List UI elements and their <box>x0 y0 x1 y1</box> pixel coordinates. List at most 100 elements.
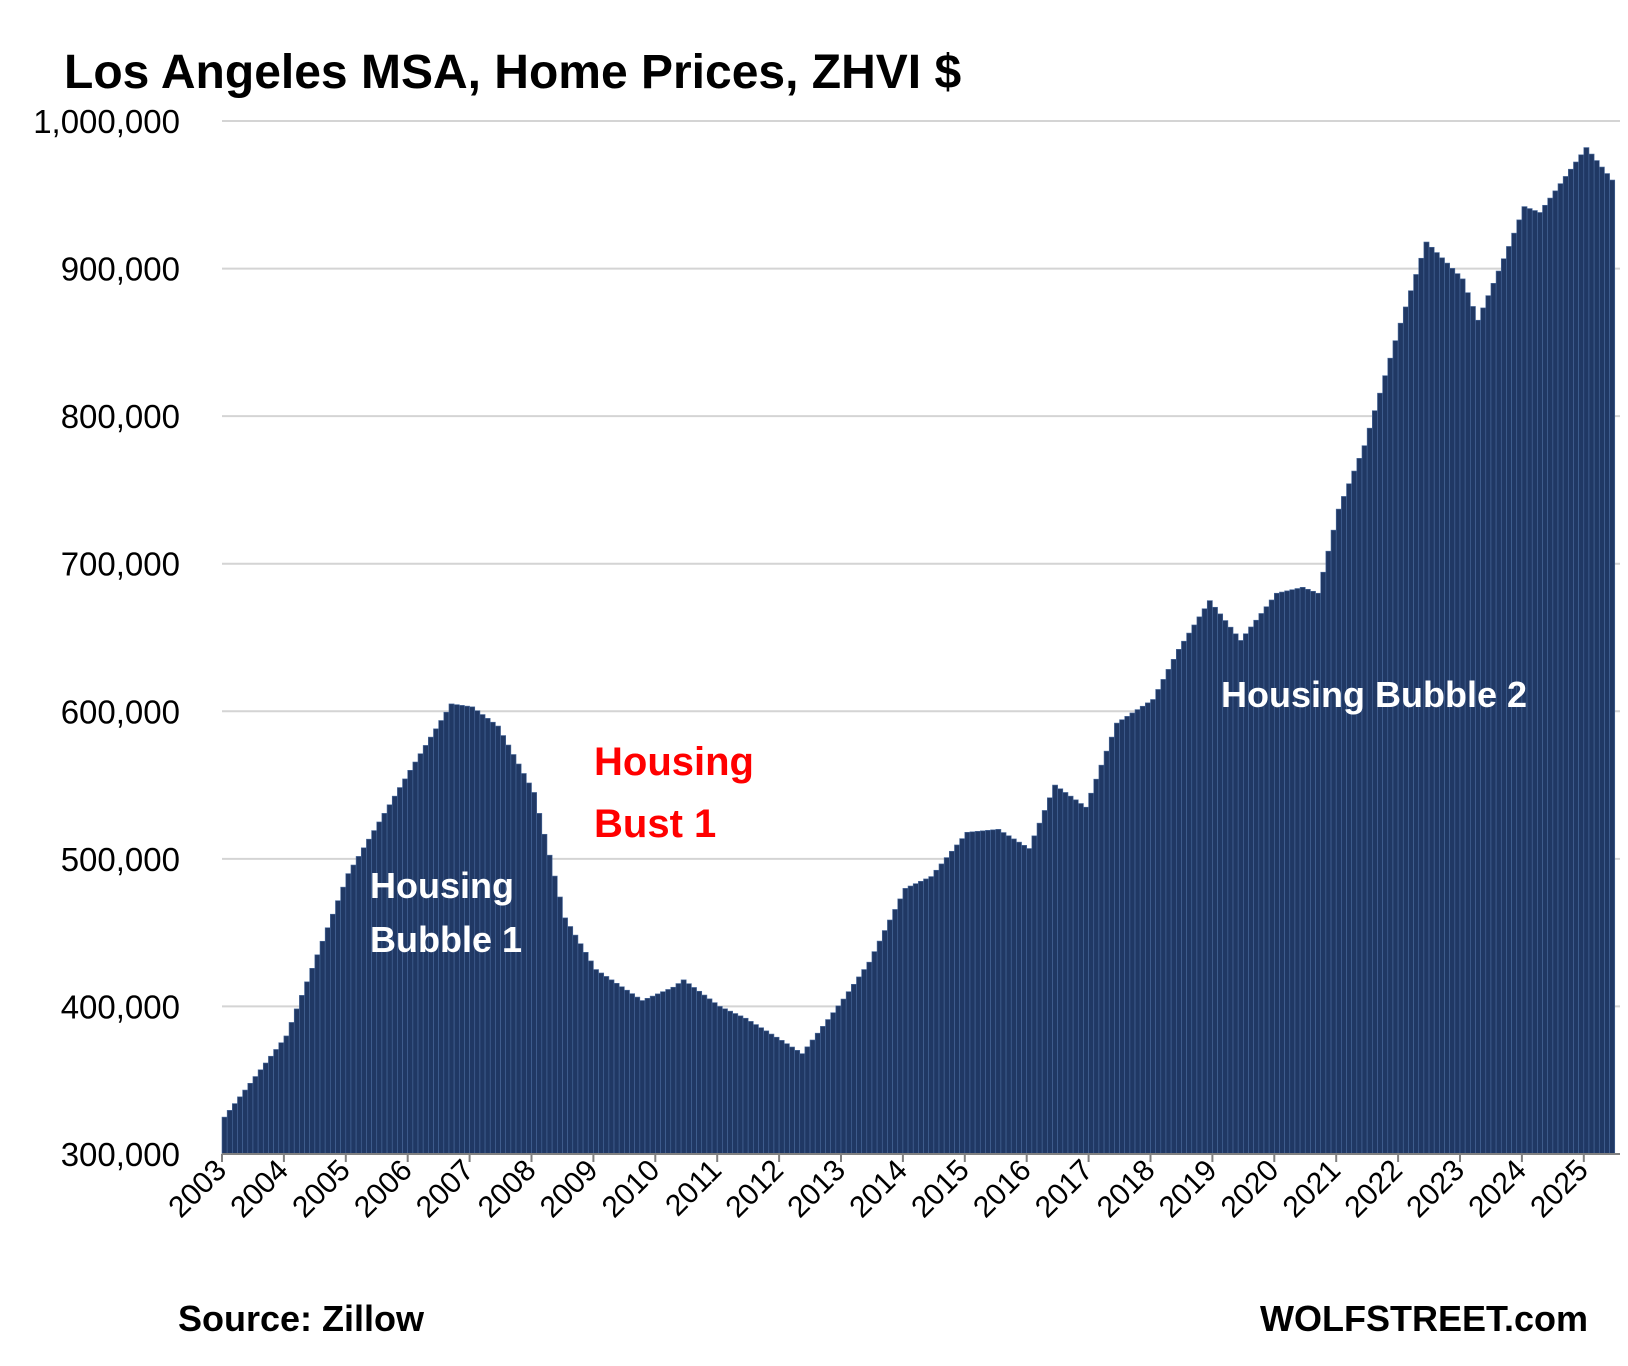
bar <box>262 1062 269 1155</box>
bar <box>407 770 414 1155</box>
bar <box>876 940 883 1155</box>
x-tick-label: 2024 <box>1462 1154 1533 1225</box>
bar <box>747 1021 754 1155</box>
x-tick-label: 2008 <box>472 1154 543 1225</box>
bar <box>1464 292 1471 1155</box>
annotation-line: Bubble 1 <box>370 919 522 960</box>
bar <box>278 1042 285 1155</box>
bar <box>1237 640 1244 1155</box>
annotation-line: Housing Bubble 2 <box>1221 674 1527 715</box>
x-tick-label: 2019 <box>1153 1154 1224 1225</box>
bar <box>825 1019 831 1155</box>
bar <box>551 875 558 1155</box>
bar <box>1191 624 1198 1155</box>
bar <box>1160 679 1167 1155</box>
bar <box>1098 764 1105 1155</box>
bar <box>1366 427 1373 1155</box>
bar <box>335 900 341 1155</box>
bar <box>691 987 697 1155</box>
bar <box>360 847 367 1155</box>
annotation-line: Bust 1 <box>594 802 716 846</box>
bar <box>1361 445 1368 1155</box>
bar <box>567 926 574 1155</box>
bar <box>778 1040 785 1155</box>
bar <box>1593 160 1600 1155</box>
bar <box>1588 153 1595 1155</box>
bar <box>809 1039 816 1155</box>
bar <box>299 995 305 1155</box>
bar <box>804 1046 811 1155</box>
bar <box>881 930 888 1155</box>
bar <box>1212 606 1218 1155</box>
x-tick-label: 2007 <box>410 1154 481 1225</box>
bar <box>949 850 955 1155</box>
bar <box>1377 392 1383 1155</box>
y-tick-label: 400,000 <box>61 988 180 1025</box>
x-tick-label: 2017 <box>1029 1154 1100 1225</box>
bar <box>1021 845 1027 1155</box>
bar <box>1604 173 1610 1155</box>
y-tick-label: 300,000 <box>61 1136 180 1173</box>
bar <box>309 968 316 1155</box>
bar <box>1175 649 1182 1155</box>
bar <box>324 927 331 1155</box>
annotation-line: Housing <box>594 740 754 784</box>
bar <box>304 981 310 1155</box>
bar <box>1537 212 1543 1155</box>
bar <box>1470 306 1476 1155</box>
bar <box>835 1005 842 1155</box>
x-tick-label: 2010 <box>596 1154 667 1225</box>
bar <box>577 943 584 1155</box>
x-tick-label: 2018 <box>1091 1154 1162 1225</box>
source-label: Source: Zillow <box>178 1298 425 1339</box>
bar <box>670 986 677 1155</box>
bar <box>979 830 986 1155</box>
bar <box>1083 806 1089 1155</box>
bar <box>727 1010 733 1155</box>
x-tick-label: 2020 <box>1215 1154 1286 1225</box>
x-tick-label: 2006 <box>348 1154 419 1225</box>
bar <box>1052 784 1058 1155</box>
bar <box>1609 179 1616 1155</box>
bar <box>1201 608 1208 1155</box>
bar <box>541 833 548 1155</box>
bar <box>933 869 940 1155</box>
bar <box>912 883 919 1155</box>
bar <box>918 880 924 1155</box>
bar <box>634 996 641 1155</box>
bar <box>391 795 398 1155</box>
bar <box>598 972 605 1155</box>
bar <box>562 917 568 1155</box>
bar <box>856 976 862 1155</box>
bar <box>1088 792 1095 1155</box>
bar <box>1072 799 1079 1155</box>
x-tick-label: 2013 <box>781 1154 852 1225</box>
bar <box>660 991 666 1155</box>
bar <box>273 1049 280 1155</box>
bar <box>350 864 357 1155</box>
bar <box>923 878 929 1155</box>
chart-title: Los Angeles MSA, Home Prices, ZHVI $ <box>64 46 961 99</box>
bar <box>773 1036 780 1155</box>
brand-label: WOLFSTREET.com <box>1260 1298 1588 1339</box>
bar <box>954 844 960 1155</box>
bar <box>319 940 326 1155</box>
bar <box>820 1026 826 1155</box>
bar <box>701 994 708 1155</box>
bar <box>685 983 692 1155</box>
bar <box>1150 699 1156 1155</box>
bar <box>866 961 873 1155</box>
bar <box>696 990 703 1155</box>
bar <box>1134 709 1141 1155</box>
bar <box>845 991 852 1155</box>
bar <box>943 857 950 1155</box>
bar <box>871 951 878 1155</box>
bar <box>221 1116 228 1155</box>
bar <box>897 898 904 1155</box>
x-tick-label: 2021 <box>1277 1154 1348 1225</box>
bar <box>587 960 594 1155</box>
bar <box>742 1017 749 1155</box>
x-tick-label: 2009 <box>534 1154 605 1225</box>
bar <box>520 773 527 1155</box>
